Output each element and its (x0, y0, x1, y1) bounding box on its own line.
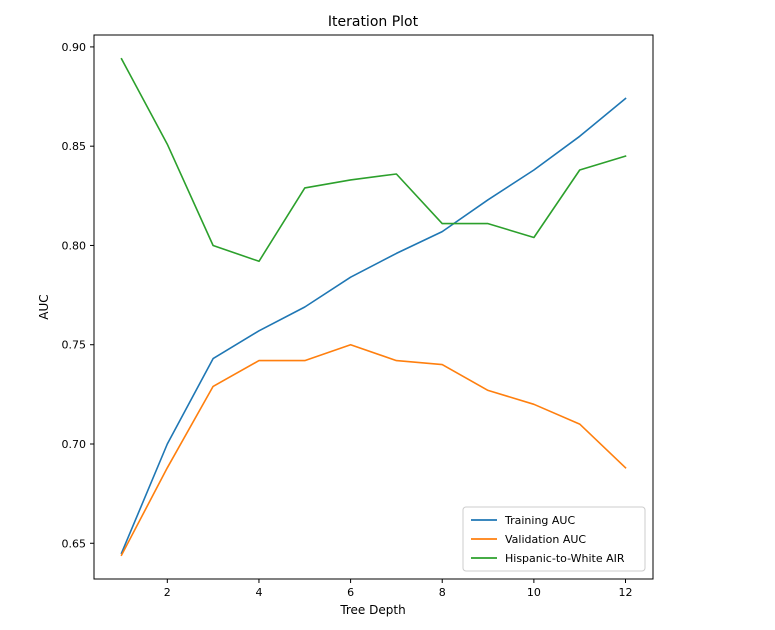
y-tick-label: 0.70 (62, 438, 87, 451)
x-axis-label: Tree Depth (339, 603, 405, 617)
series-line-3 (120, 57, 627, 263)
x-tick-label: 10 (527, 586, 541, 599)
y-tick-label: 0.90 (62, 41, 87, 54)
y-tick-label: 0.80 (62, 239, 87, 252)
series-line-2 (120, 343, 627, 557)
x-tick-label: 2 (164, 586, 171, 599)
legend: Training AUC Validation AUC Hispanic-to-Wh… (462, 506, 646, 572)
series-line-1 (120, 97, 627, 555)
legend-label-2: Validation AUC (505, 533, 586, 546)
y-axis-label: AUC (37, 294, 51, 319)
legend-box (462, 506, 646, 572)
legend-label-1: Training AUC (504, 514, 575, 527)
y-tick-label: 0.65 (62, 537, 87, 550)
x-tick-label: 6 (347, 586, 354, 599)
x-tick-label: 12 (619, 586, 633, 599)
x-tick-label: 4 (255, 586, 262, 599)
y-tick-label: 0.85 (62, 140, 87, 153)
legend-label-3: Hispanic-to-White AIR (505, 552, 625, 565)
chart-title: Iteration Plot (328, 14, 419, 30)
y-tick-label: 0.75 (62, 339, 87, 352)
plot-frame (93, 34, 654, 580)
plot-area: 2 4 6 8 10 12 0.65 0.70 0.75 0.80 0.85 0.90 Training… (62, 34, 654, 599)
x-tick-label: 8 (439, 586, 446, 599)
